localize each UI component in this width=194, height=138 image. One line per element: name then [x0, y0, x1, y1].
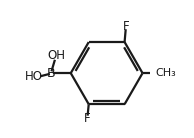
- Text: OH: OH: [47, 49, 65, 62]
- Text: CH₃: CH₃: [156, 68, 176, 78]
- Text: F: F: [123, 20, 129, 33]
- Text: HO: HO: [25, 70, 43, 83]
- Text: B: B: [47, 67, 56, 80]
- Text: F: F: [84, 112, 91, 125]
